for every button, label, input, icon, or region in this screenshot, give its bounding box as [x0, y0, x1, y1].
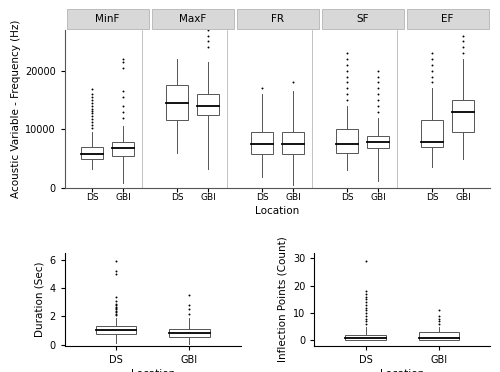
Bar [422, 121, 442, 147]
Text: EF: EF [442, 14, 454, 24]
Bar [368, 136, 388, 148]
Bar [336, 129, 357, 153]
Bar [170, 329, 209, 337]
Y-axis label: Inflection Points (Count): Inflection Points (Count) [278, 237, 287, 362]
Bar [252, 132, 272, 154]
Y-axis label: Acoustic Variable - Frequency (Hz): Acoustic Variable - Frequency (Hz) [11, 20, 21, 198]
Bar [282, 132, 304, 154]
Bar [96, 326, 136, 334]
Text: MinF: MinF [96, 14, 120, 24]
Bar [418, 332, 459, 340]
Bar [166, 85, 188, 121]
X-axis label: Location: Location [130, 369, 175, 372]
Text: MaxF: MaxF [179, 14, 206, 24]
Bar [82, 147, 102, 158]
X-axis label: Location: Location [256, 206, 300, 217]
X-axis label: Location: Location [380, 369, 424, 372]
Bar [198, 94, 218, 115]
Bar [346, 335, 386, 340]
Text: SF: SF [356, 14, 369, 24]
Bar [112, 142, 134, 155]
Bar [452, 100, 473, 132]
Y-axis label: Duration (Sec): Duration (Sec) [34, 262, 44, 337]
Text: FR: FR [271, 14, 284, 24]
